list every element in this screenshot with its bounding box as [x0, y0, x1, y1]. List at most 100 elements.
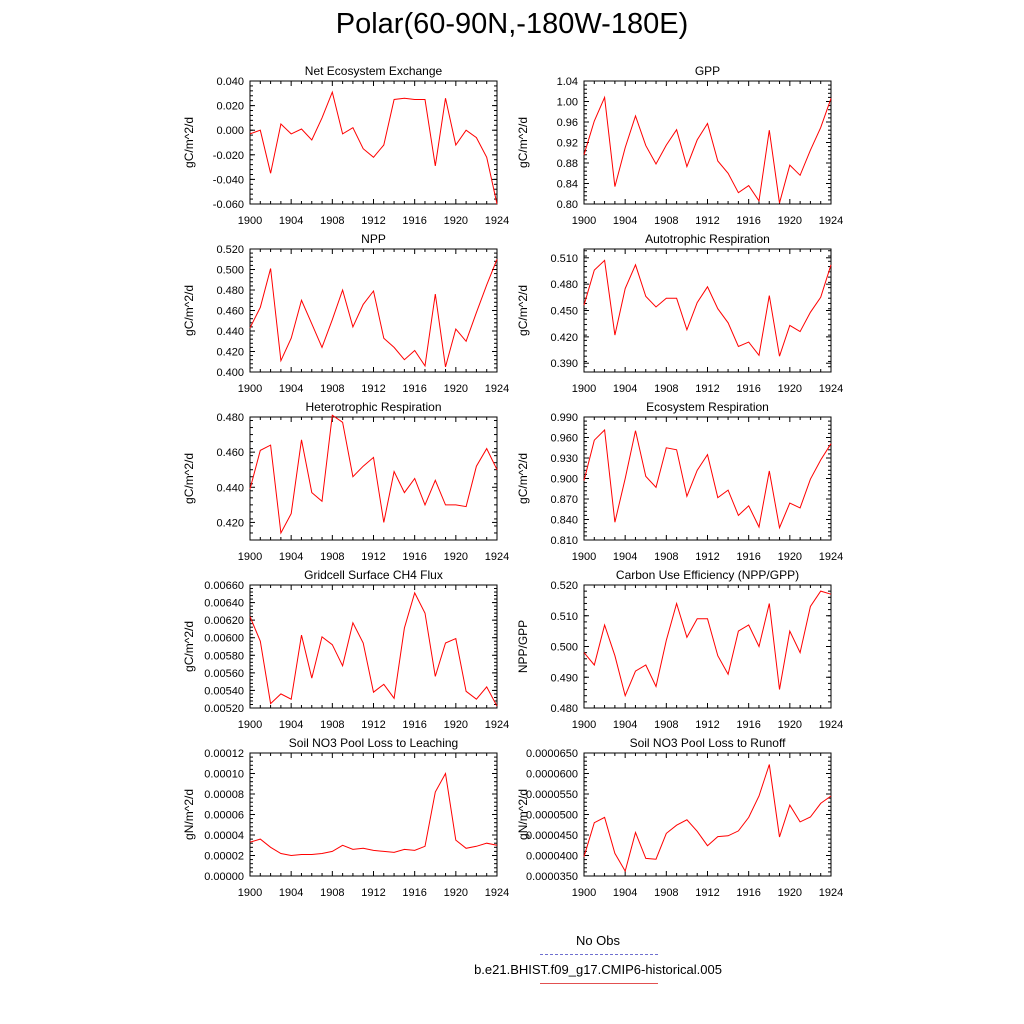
x-tick-label: 1912	[695, 215, 719, 227]
y-tick-label: 0.490	[550, 672, 578, 684]
series-line	[583, 428, 832, 530]
y-axis-label: gC/m^2/d	[182, 621, 196, 672]
x-tick-label: 1920	[778, 383, 802, 395]
y-tick-label: 0.480	[550, 279, 578, 291]
series-line	[583, 590, 832, 698]
y-tick-label: 0.900	[550, 474, 578, 486]
legend-obs-line	[540, 954, 658, 955]
x-tick-label: 1920	[444, 551, 468, 563]
y-tick-label: 0.480	[550, 703, 578, 715]
y-tick-label: 0.96	[557, 117, 578, 129]
x-tick-label: 1912	[695, 719, 719, 731]
y-tick-label: -0.020	[213, 150, 244, 162]
legend-model-label: b.e21.BHIST.f09_g17.CMIP6-historical.005	[474, 962, 722, 977]
x-tick-label: 1900	[572, 719, 596, 731]
y-tick-label: 0.400	[216, 367, 244, 379]
x-tick-label: 1912	[361, 887, 385, 899]
x-tick-label: 1912	[361, 383, 385, 395]
y-tick-label: 1.00	[557, 97, 578, 109]
y-tick-label: 0.870	[550, 494, 578, 506]
y-tick-label: 0.0000350	[526, 871, 578, 883]
x-tick-label: 1924	[819, 383, 843, 395]
x-tick-label: 1912	[695, 887, 719, 899]
x-tick-label: 1916	[402, 551, 426, 563]
series-line	[249, 771, 498, 857]
series-line	[249, 591, 498, 707]
chart-panel-7: Gridcell Surface CH4 Flux gC/m^2/d 1900 190…	[182, 568, 509, 731]
x-tick-label: 1920	[444, 887, 468, 899]
y-tick-label: 0.0000400	[526, 851, 578, 863]
y-tick-label: 0.00004	[204, 830, 244, 842]
x-tick-label: 1908	[320, 551, 344, 563]
y-tick-label: 0.440	[216, 326, 244, 338]
x-tick-label: 1924	[819, 551, 843, 563]
x-tick-label: 1916	[736, 719, 760, 731]
y-tick-label: 0.00540	[204, 685, 244, 697]
x-tick-label: 1916	[402, 215, 426, 227]
y-axis-label: gN/m^2/d	[182, 789, 196, 840]
series-line	[249, 414, 498, 535]
y-tick-label: 0.810	[550, 535, 578, 547]
y-tick-label: 0.00012	[204, 748, 244, 760]
x-tick-label: 1908	[654, 383, 678, 395]
series-line	[249, 90, 498, 205]
x-tick-label: 1912	[695, 383, 719, 395]
y-tick-label: 0.00600	[204, 633, 244, 645]
y-tick-label: 0.390	[550, 358, 578, 370]
y-axis-label: gC/m^2/d	[516, 285, 530, 336]
chart-title: Carbon Use Efficiency (NPP/GPP)	[616, 568, 799, 582]
legend-model-line	[540, 983, 658, 984]
y-tick-label: 0.0000500	[526, 810, 578, 822]
chart-title: Soil NO3 Pool Loss to Leaching	[289, 736, 458, 750]
plot-frame	[249, 584, 498, 709]
x-tick-label: 1908	[654, 215, 678, 227]
y-tick-label: 0.510	[550, 611, 578, 623]
y-tick-label: 0.00660	[204, 580, 244, 592]
x-tick-label: 1916	[402, 887, 426, 899]
x-tick-label: 1924	[485, 383, 509, 395]
x-tick-label: 1900	[238, 887, 262, 899]
chart-title: Soil NO3 Pool Loss to Runoff	[630, 736, 787, 750]
chart-title: NPP	[361, 232, 386, 246]
y-tick-label: 0.520	[216, 244, 244, 256]
series-line	[249, 259, 498, 368]
y-tick-label: 0.480	[216, 285, 244, 297]
legend-obs-label: No Obs	[575, 933, 621, 948]
y-tick-label: 0.80	[557, 199, 578, 211]
x-tick-label: 1900	[238, 215, 262, 227]
y-tick-label: 0.520	[550, 580, 578, 592]
y-tick-label: 0.00580	[204, 650, 244, 662]
x-tick-label: 1904	[279, 383, 303, 395]
y-tick-label: 0.450	[550, 306, 578, 318]
y-tick-label: 0.00620	[204, 615, 244, 627]
x-tick-label: 1900	[238, 719, 262, 731]
chart-panel-6: Ecosystem Respiration gC/m^2/d 1900 1904 190…	[516, 400, 843, 563]
y-axis-label: gC/m^2/d	[182, 117, 196, 168]
x-tick-label: 1924	[819, 215, 843, 227]
x-tick-label: 1920	[444, 215, 468, 227]
y-tick-label: 0.420	[216, 517, 244, 529]
x-tick-label: 1904	[613, 551, 637, 563]
x-tick-label: 1920	[444, 719, 468, 731]
x-tick-label: 1904	[613, 383, 637, 395]
x-tick-label: 1900	[572, 215, 596, 227]
y-tick-label: 0.0000650	[526, 748, 578, 760]
series-line	[583, 95, 832, 204]
plot-frame	[583, 752, 832, 877]
page-title: Polar(60-90N,-180W-180E)	[335, 8, 689, 40]
y-tick-label: 0.00006	[204, 810, 244, 822]
chart-title: Ecosystem Respiration	[646, 400, 769, 414]
y-tick-label: 0.500	[550, 642, 578, 654]
y-tick-label: 0.88	[557, 158, 578, 170]
x-tick-label: 1908	[654, 887, 678, 899]
plot-frame	[249, 80, 498, 205]
y-tick-label: 0.990	[550, 412, 578, 424]
x-tick-label: 1912	[361, 215, 385, 227]
x-tick-label: 1900	[238, 551, 262, 563]
x-tick-label: 1908	[320, 215, 344, 227]
plot-frame	[583, 584, 832, 709]
y-axis-label: gC/m^2/d	[182, 453, 196, 504]
y-tick-label: -0.060	[213, 199, 244, 211]
y-tick-label: 0.840	[550, 515, 578, 527]
